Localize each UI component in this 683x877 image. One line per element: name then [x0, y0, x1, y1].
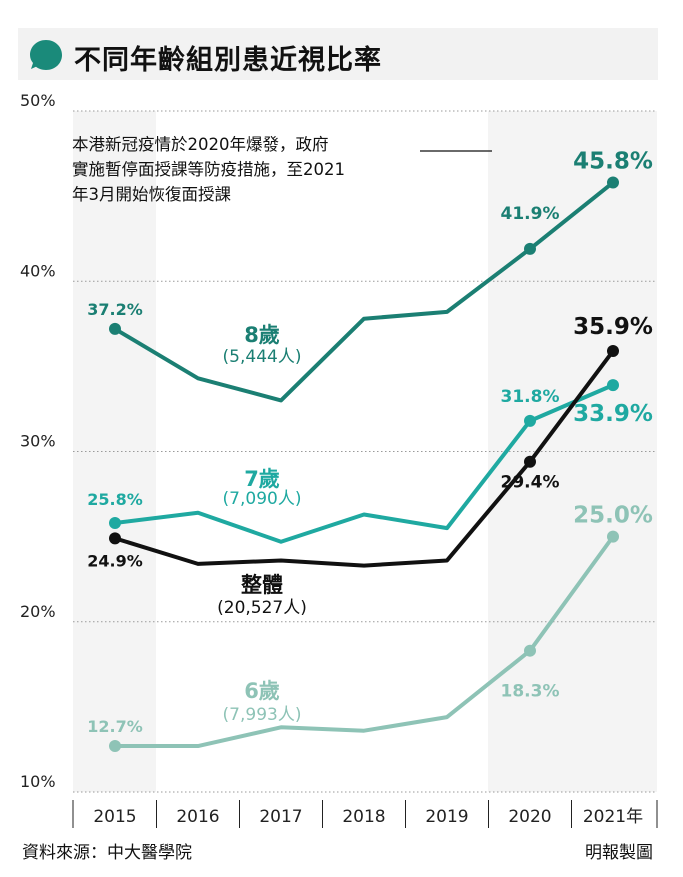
x-tick-label: 2018: [342, 807, 385, 827]
data-point: [109, 517, 121, 530]
y-tick-label: 30%: [20, 432, 56, 451]
series-name-label: 8歲: [244, 323, 280, 347]
data-label: 25.0%: [573, 503, 653, 529]
source-text: 資料來源：中大醫學院: [22, 843, 192, 863]
y-tick-label: 50%: [20, 91, 56, 110]
data-label: 37.2%: [87, 300, 143, 319]
series-sub-label: (7,993人): [223, 705, 302, 725]
highlight-2020-2021: [488, 111, 657, 792]
data-point: [524, 414, 536, 427]
data-point: [607, 379, 619, 392]
series-name-label: 6歲: [244, 679, 280, 703]
series-sub-label: (7,090人): [223, 489, 302, 509]
annotation-note: 本港新冠疫情於2020年爆發，政府 實施暫停面授課等防疫措施，至2021 年3月…: [72, 132, 432, 207]
x-tick-label: 2019: [425, 807, 468, 827]
x-tick-label: 2017: [259, 807, 302, 827]
series-sub-label: (5,444人): [223, 347, 302, 367]
series-sub-label: (20,527人): [217, 598, 307, 618]
data-point: [524, 242, 536, 255]
title-bar: [18, 28, 658, 80]
x-tick-label: 2020: [508, 807, 551, 827]
note-line-1: 本港新冠疫情於2020年爆發，政府: [72, 135, 329, 154]
speech-bubble-icon: [30, 40, 62, 70]
series-name-label: 7歲: [244, 467, 280, 491]
series-name-label: 整體: [241, 573, 283, 597]
x-tick-label: 2021年: [583, 807, 643, 827]
data-label: 24.9%: [87, 551, 143, 570]
credit-text: 明報製圖: [585, 843, 653, 863]
data-label: 29.4%: [501, 473, 560, 493]
data-label: 25.8%: [87, 490, 143, 509]
data-point: [524, 455, 536, 468]
chart-title: 不同年齡組別患近視比率: [74, 45, 382, 76]
data-point: [109, 322, 121, 335]
data-label: 33.9%: [573, 401, 653, 427]
data-label: 45.8%: [573, 149, 653, 175]
note-line-3: 年3月開始恢復面授課: [72, 185, 231, 204]
y-tick-label: 10%: [20, 772, 56, 791]
data-point: [524, 644, 536, 657]
y-tick-label: 40%: [20, 261, 56, 280]
data-point: [607, 345, 619, 358]
data-point: [607, 530, 619, 543]
data-label: 41.9%: [501, 204, 560, 224]
data-point: [109, 740, 121, 753]
data-label: 35.9%: [573, 314, 653, 340]
data-point: [607, 176, 619, 189]
x-tick-label: 2016: [176, 807, 219, 827]
x-tick-label: 2015: [93, 807, 136, 827]
note-line-2: 實施暫停面授課等防疫措施，至2021: [72, 160, 345, 179]
data-label: 12.7%: [87, 717, 143, 736]
data-label: 31.8%: [501, 387, 560, 407]
data-point: [109, 532, 121, 545]
y-tick-label: 20%: [20, 602, 56, 621]
data-label: 18.3%: [501, 682, 560, 702]
